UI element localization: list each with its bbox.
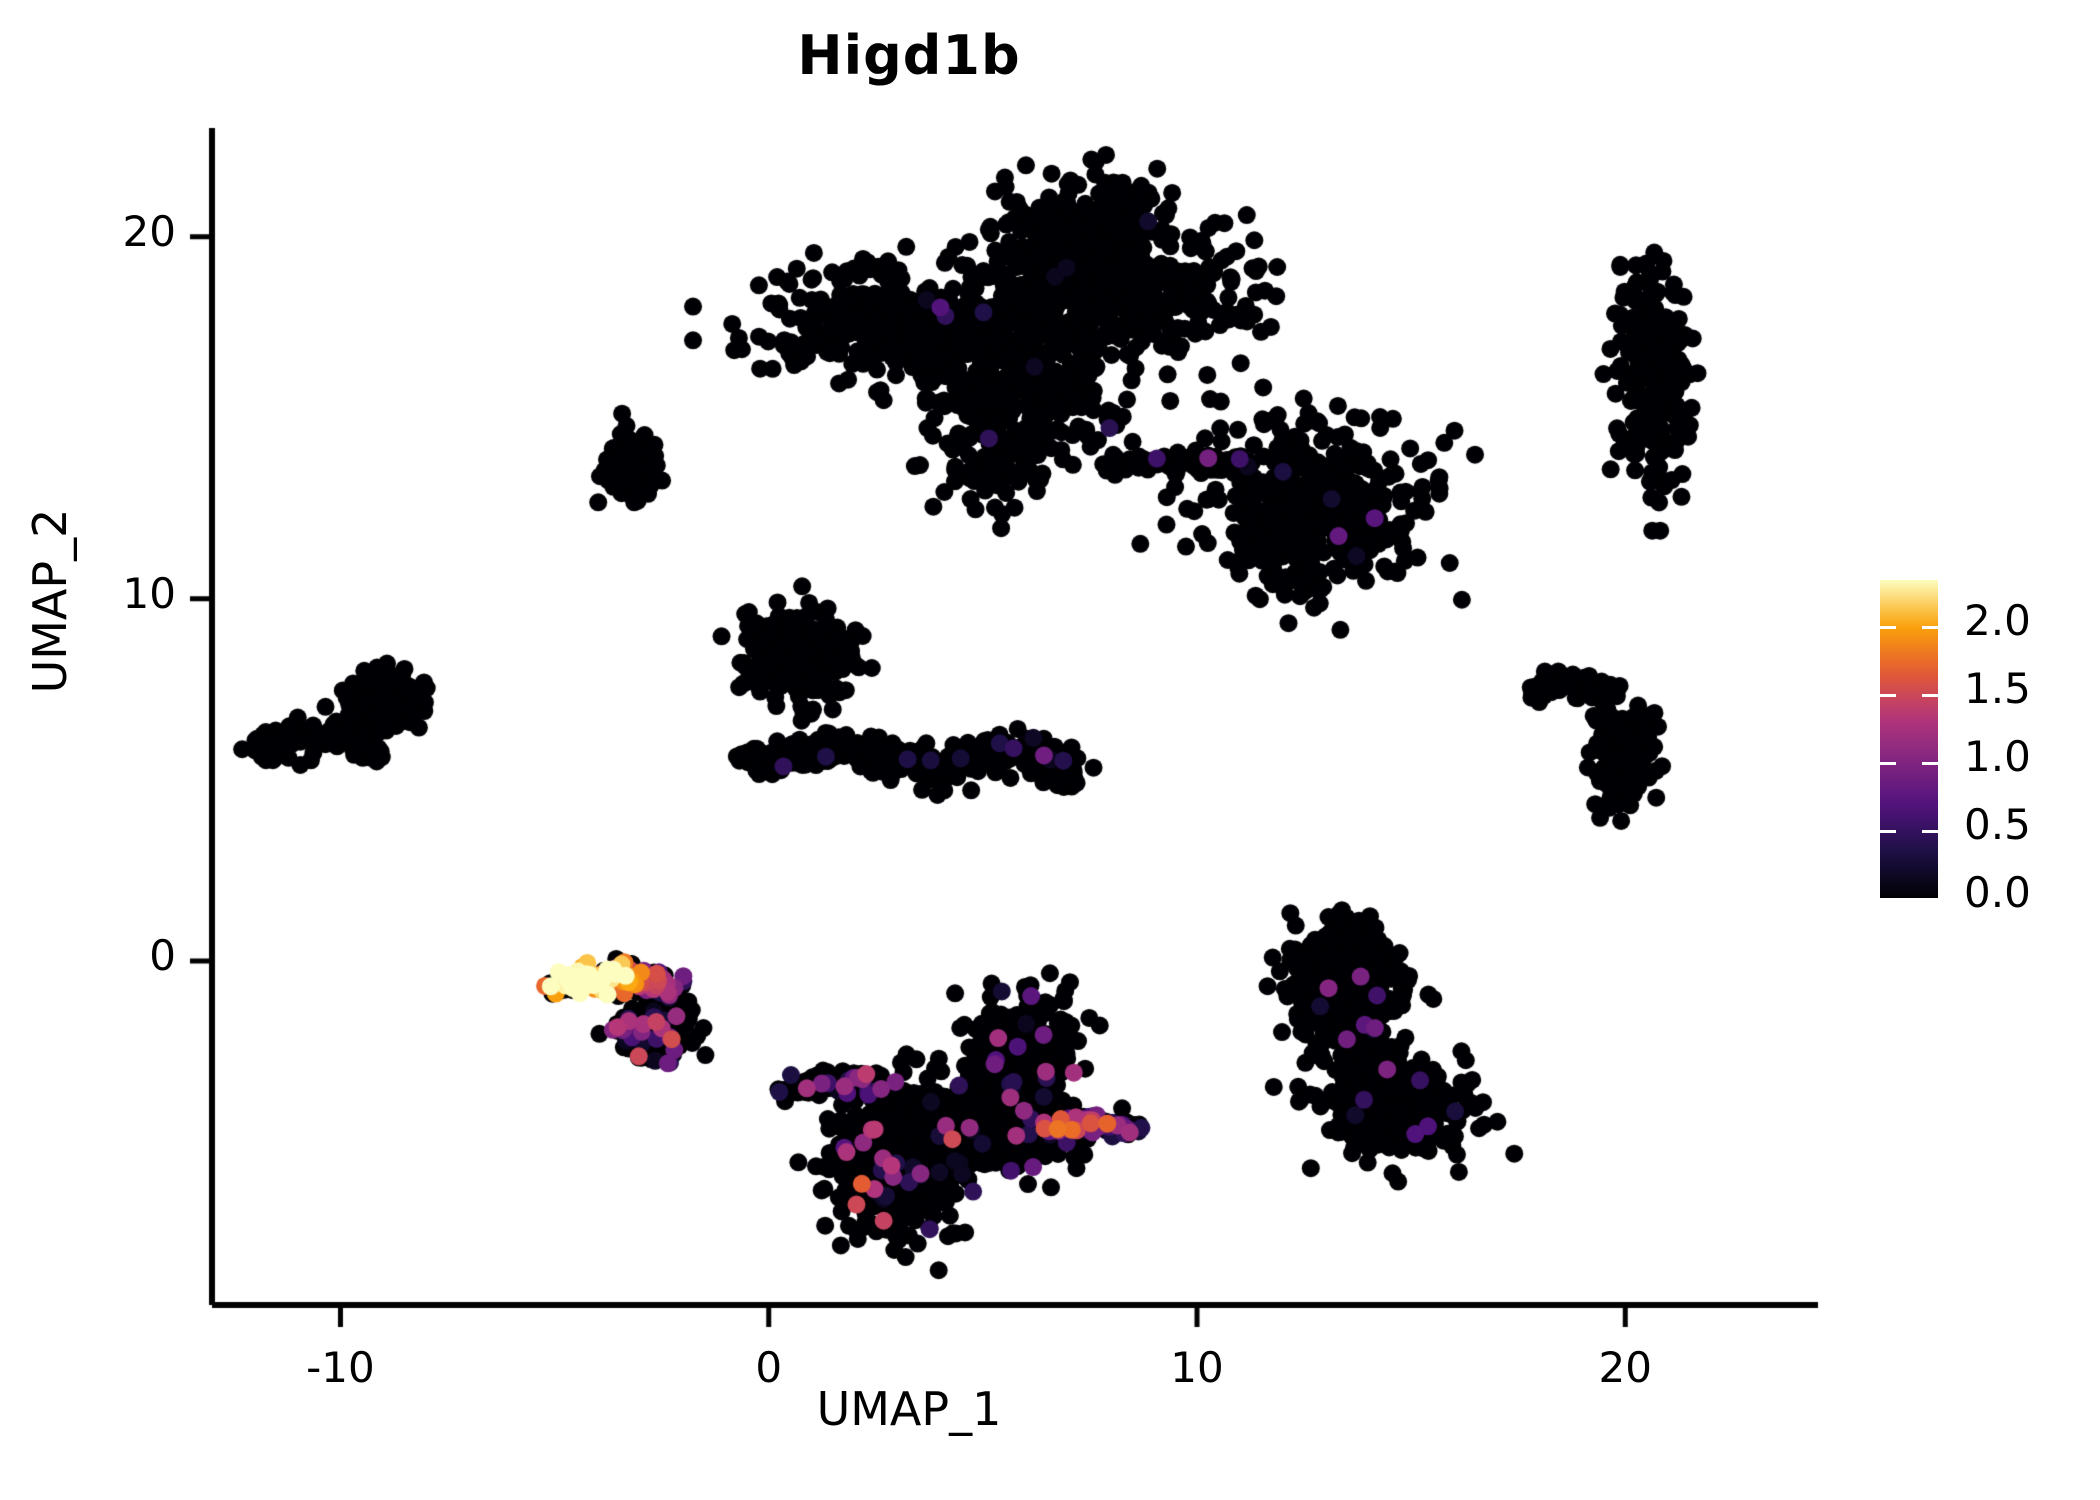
colorbar-tick-mark <box>1880 830 1896 834</box>
colorbar-tick-mark <box>1922 626 1938 630</box>
y-tick-label: 10 <box>122 568 176 618</box>
page-title: Higd1b <box>797 24 1021 87</box>
x-tick-label: 20 <box>1598 1343 1652 1392</box>
x-tick-label: 10 <box>1170 1343 1224 1392</box>
x-tick-label: 0 <box>755 1343 783 1392</box>
y-tick-label: 0 <box>149 930 176 980</box>
x-tick-label: -10 <box>306 1343 375 1392</box>
colorbar-tick-label: 1.5 <box>1964 664 2031 714</box>
colorbar-tick-mark <box>1880 626 1896 630</box>
colorbar-tick-mark <box>1922 830 1938 834</box>
x-axis-label: UMAP_1 <box>816 1382 1002 1436</box>
colorbar-tick-mark <box>1922 762 1938 766</box>
y-tick-label: 20 <box>122 206 176 256</box>
colorbar-tick-mark <box>1880 762 1896 766</box>
colorbar-tick-mark <box>1922 694 1938 698</box>
colorbar <box>1880 580 1938 898</box>
colorbar-tick-label: 2.0 <box>1964 596 2031 646</box>
colorbar-tick-label: 0.5 <box>1964 800 2031 850</box>
colorbar-tick-label: 1.0 <box>1964 732 2031 782</box>
colorbar-tick-label: 0.0 <box>1964 868 2031 917</box>
colorbar-tick-mark <box>1880 694 1896 698</box>
